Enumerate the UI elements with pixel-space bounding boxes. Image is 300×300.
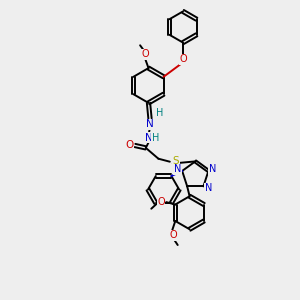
Text: O: O [125,140,134,151]
Text: N: N [145,133,153,143]
Text: N: N [146,119,154,130]
Text: O: O [179,54,187,64]
Text: H: H [152,133,159,143]
Text: N: N [205,183,212,193]
Text: S: S [172,156,179,166]
Text: N: N [209,164,216,174]
Text: H: H [156,108,163,118]
Text: O: O [141,49,149,59]
Text: O: O [169,230,177,240]
Text: O: O [157,197,165,207]
Text: N: N [174,164,181,174]
